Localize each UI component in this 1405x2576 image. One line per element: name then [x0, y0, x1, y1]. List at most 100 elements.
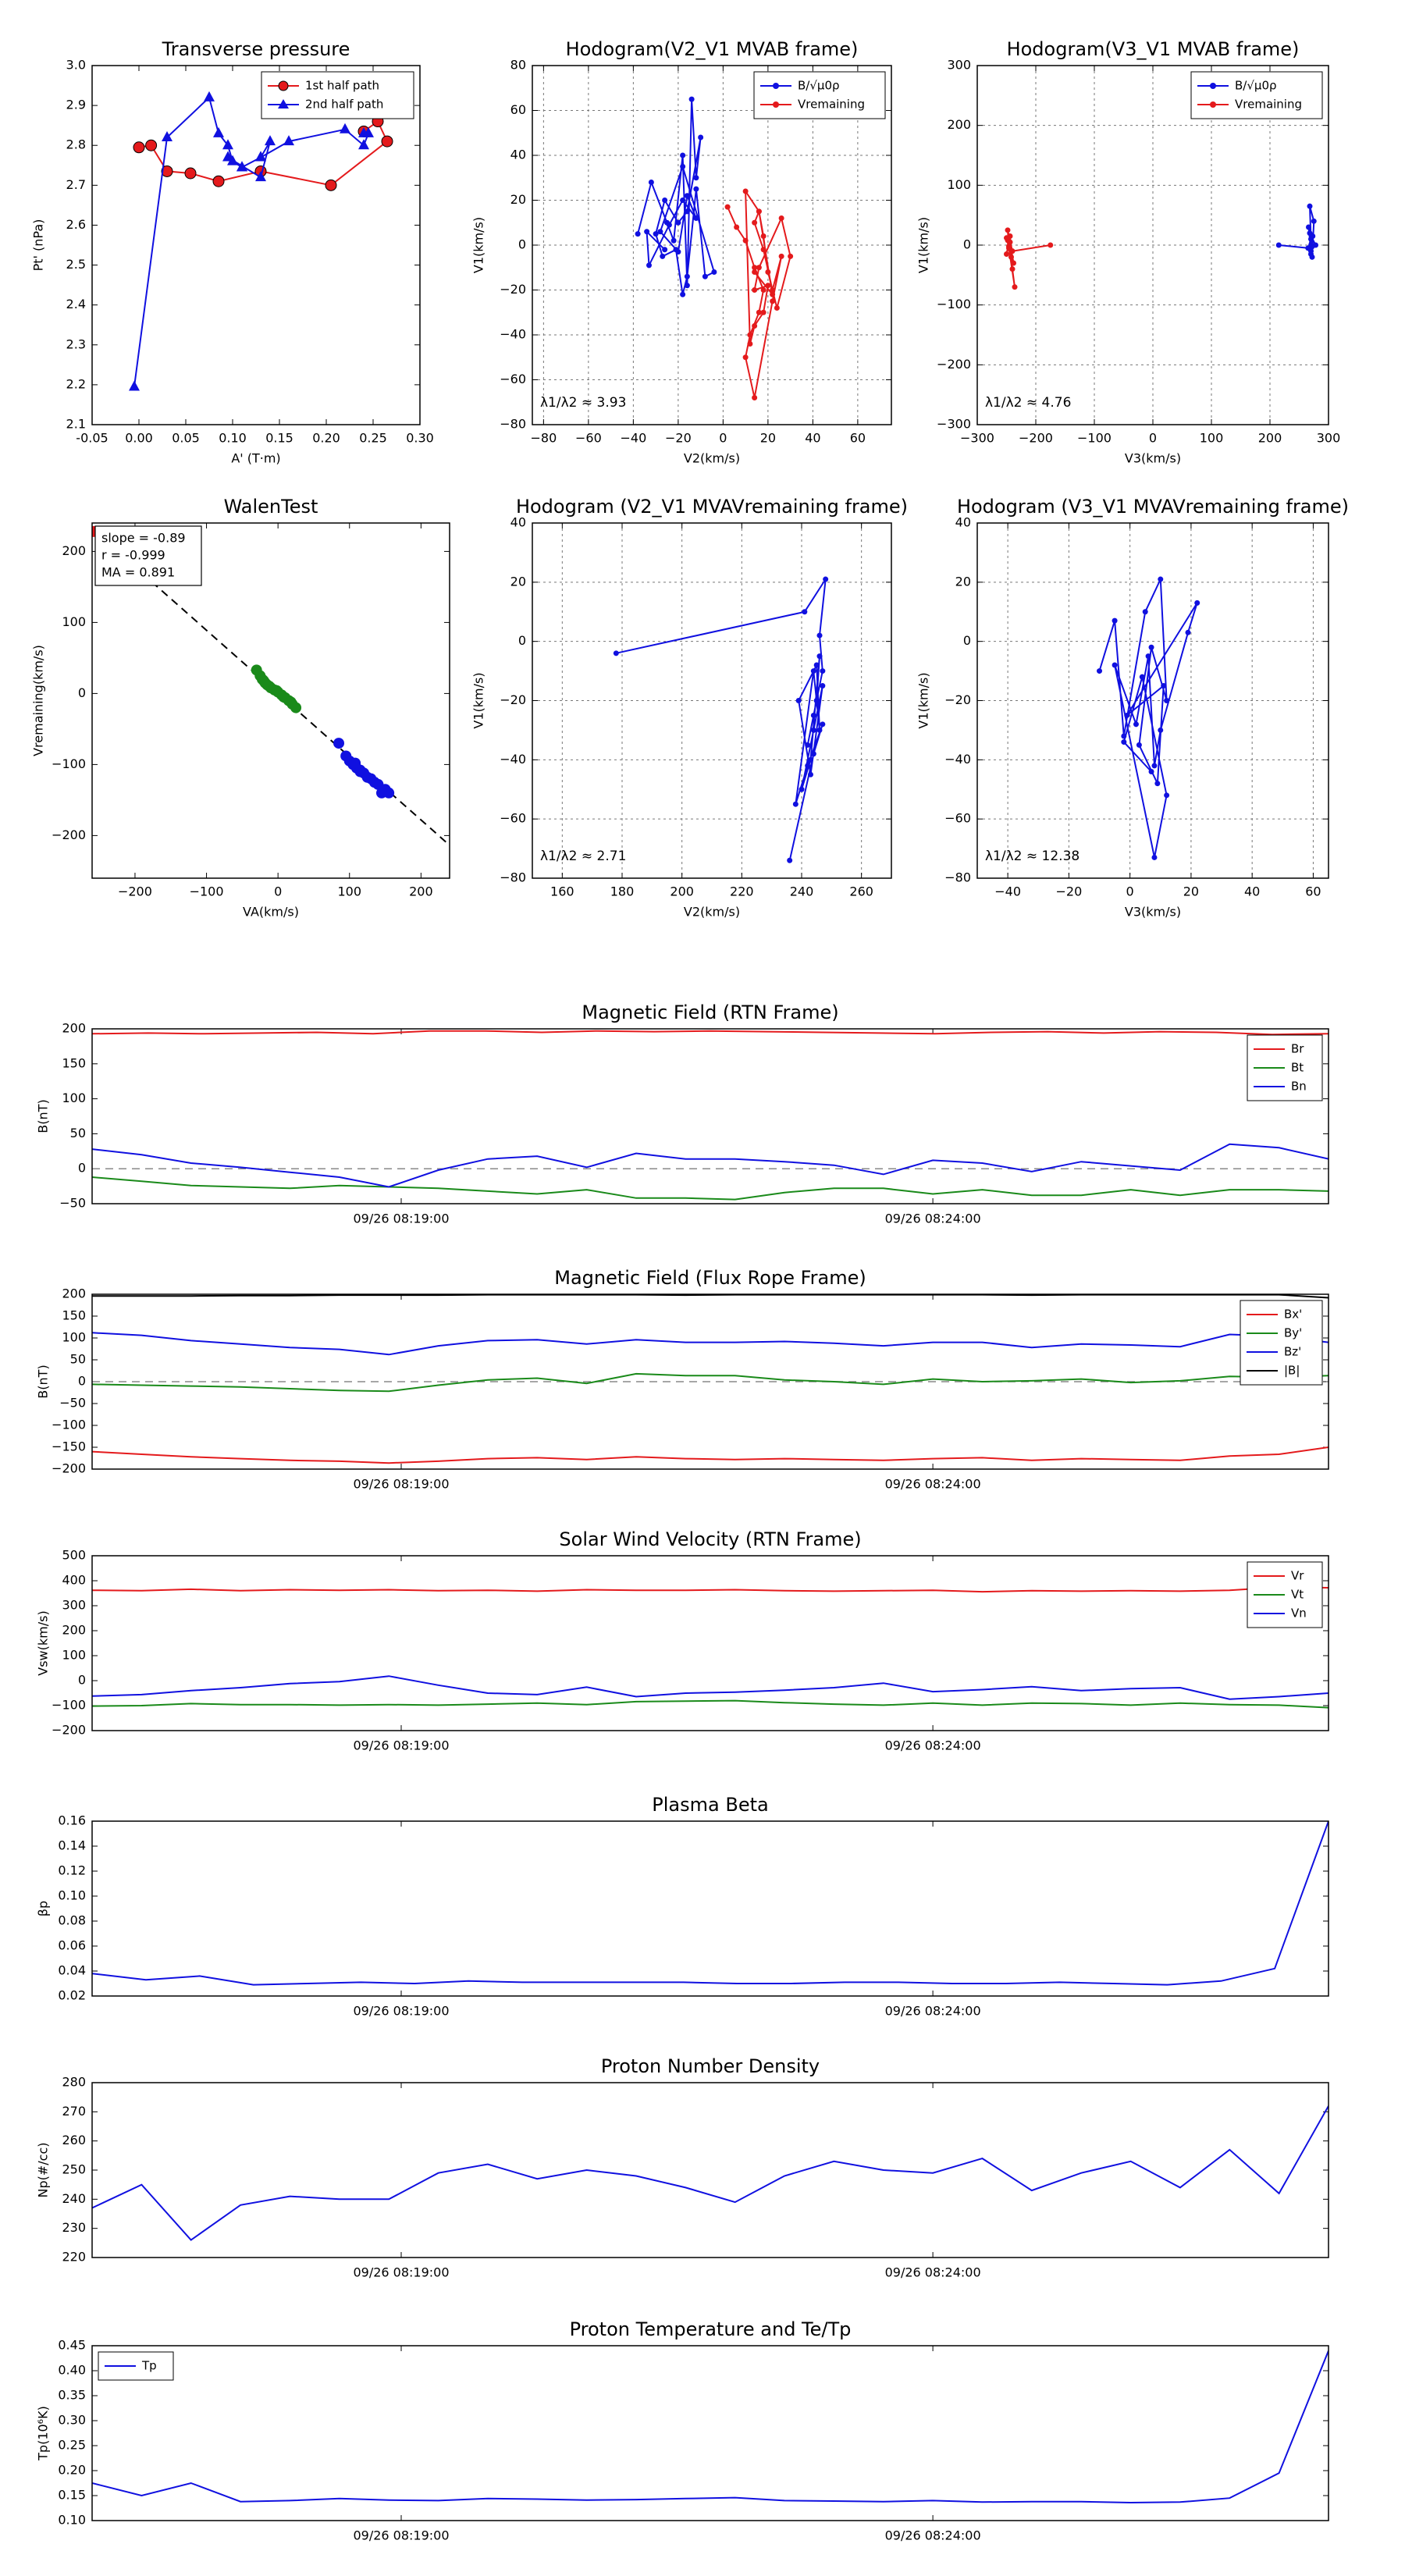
data-point — [1158, 727, 1164, 733]
y-tick-label: 2.7 — [66, 177, 86, 192]
data-point — [805, 742, 811, 748]
data-point — [778, 215, 784, 221]
data-point — [693, 175, 699, 181]
x-tick-label: 260 — [849, 884, 873, 899]
y-tick-label: 100 — [947, 177, 971, 192]
y-tick-label: 2.5 — [66, 257, 86, 272]
data-point — [133, 141, 145, 154]
data-point — [813, 662, 820, 668]
plot-area — [92, 1586, 1329, 1709]
legend-label: Vn — [1291, 1606, 1307, 1621]
y-tick-label: −40 — [500, 327, 526, 342]
legend: Tp — [98, 2351, 174, 2381]
time-tick-label: 09/26 08:24:00 — [885, 1738, 981, 1753]
x-tick-label: 0.30 — [406, 431, 434, 446]
y-tick-label: 100 — [62, 614, 86, 629]
y-tick-label: −60 — [500, 811, 526, 826]
y-tick-label: −60 — [500, 372, 526, 386]
data-point — [752, 269, 758, 275]
series-line-Vremaining — [727, 188, 791, 398]
data-point — [808, 771, 813, 777]
y-tick-label: 0.45 — [58, 2338, 86, 2353]
data-point — [760, 287, 767, 293]
y-tick-label: 0.06 — [58, 1938, 86, 1953]
series-line-Bt — [92, 1176, 1329, 1201]
data-point — [255, 171, 266, 182]
x-tick-label: −40 — [994, 884, 1021, 899]
data-point — [1008, 254, 1014, 260]
data-point — [1307, 203, 1313, 209]
data-point — [222, 139, 233, 150]
data-point — [358, 126, 369, 137]
time-tick-label: 09/26 08:19:00 — [353, 1212, 449, 1226]
legend-label: Vremaining — [798, 98, 865, 112]
data-point — [820, 668, 826, 674]
data-point — [1142, 609, 1148, 615]
data-point — [212, 175, 225, 187]
x-tick-label: 20 — [1183, 884, 1199, 899]
y-tick-label: −100 — [52, 756, 86, 771]
y-tick-label: 0.16 — [58, 1813, 86, 1828]
series-line-Vt — [92, 1699, 1329, 1709]
time-tick-label: 09/26 08:24:00 — [885, 2528, 981, 2543]
data-point — [657, 229, 663, 235]
x-axis-label: V3(km/s) — [1125, 905, 1181, 920]
legend-label: Br — [1291, 1042, 1304, 1056]
plot-area — [92, 1030, 1329, 1201]
series-line-V — [616, 578, 827, 861]
data-point — [1112, 662, 1118, 668]
y-axis-label: B(nT) — [36, 1364, 51, 1398]
x-tick-label: 100 — [337, 884, 361, 899]
data-point — [1133, 721, 1139, 728]
series-line-beta — [92, 1821, 1329, 1986]
y-tick-label: −300 — [937, 417, 971, 432]
plot-frame — [91, 65, 421, 425]
data-point — [760, 309, 767, 315]
data-point — [795, 698, 802, 703]
plot-area — [129, 91, 393, 391]
chart-tp: Transverse pressure 2.1 2.2 2.3 2.4 2.5 2.6 2.7… — [31, 38, 434, 466]
y-tick-label: 2.2 — [66, 376, 86, 391]
chart-title: Transverse pressure — [162, 38, 350, 60]
y-tick-label: 0.04 — [58, 1963, 86, 1978]
data-point — [290, 702, 302, 713]
data-point — [680, 152, 686, 158]
chart-mf_rtn: Magnetic Field (RTN Frame) −50 0 50 100 150 20… — [36, 1002, 1329, 1226]
data-point — [675, 219, 681, 226]
y-tick-label: 100 — [62, 1091, 86, 1105]
x-tick-label: 0 — [1126, 884, 1134, 899]
y-tick-label: −50 — [59, 1396, 86, 1411]
data-point — [204, 91, 215, 101]
y-tick-label: 40 — [510, 148, 526, 162]
y-tick-label: 150 — [62, 1308, 86, 1323]
y-tick-label: 60 — [510, 102, 526, 117]
y-tick-label: 200 — [62, 1623, 86, 1638]
ratio-annotation: λ1/λ2 ≈ 4.76 — [985, 395, 1071, 411]
y-tick-label: 80 — [510, 58, 526, 73]
data-point — [646, 262, 652, 269]
data-point — [742, 354, 749, 361]
data-point — [213, 126, 224, 137]
y-tick-label: 0 — [78, 685, 86, 700]
legend-label: B/√μ0ρ — [798, 79, 840, 93]
data-point — [340, 123, 350, 133]
data-point — [162, 131, 173, 141]
y-tick-label: 300 — [62, 1598, 86, 1613]
chart-hv2: Hodogram(V2_V1 MVAB frame) −80 −60 −40 −20 0 2… — [471, 38, 892, 466]
data-point — [1005, 237, 1011, 244]
chart-walen: WalenTest −200 −100 0 100 200 −200 −100 0 100 200 V… — [31, 496, 450, 920]
data-point — [333, 738, 345, 749]
data-point — [1124, 712, 1130, 718]
data-point — [810, 712, 816, 718]
plot-area — [92, 2105, 1329, 2241]
legend-label: Vt — [1291, 1588, 1304, 1602]
stats-line: MA = 0.891 — [101, 565, 175, 580]
data-point — [788, 253, 794, 259]
data-point — [350, 757, 361, 769]
x-axis-label: A' (T·m) — [231, 451, 280, 466]
legend: B/√μ0ρ Vremaining — [1190, 71, 1323, 119]
x-tick-label: -0.05 — [76, 431, 108, 446]
series-line-Br — [92, 1030, 1329, 1036]
data-point — [752, 395, 758, 400]
time-tick-label: 09/26 08:24:00 — [885, 2004, 981, 2019]
